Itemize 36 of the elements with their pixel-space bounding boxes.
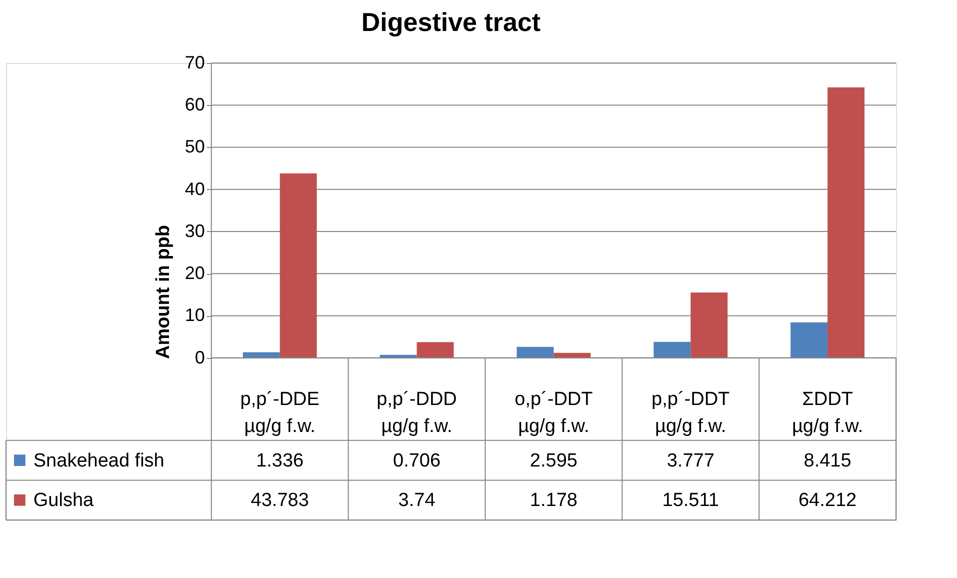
x-tick-label: ΣDDT µg/g f.w.	[792, 389, 864, 438]
bar	[242, 352, 280, 358]
y-tick-label: 60	[184, 94, 205, 115]
x-tick-label: p,p´-DDT µg/g f.w.	[652, 389, 730, 438]
bar	[280, 173, 317, 358]
chart-title: Digestive tract	[361, 7, 541, 37]
y-tick-label: 40	[184, 178, 205, 199]
y-tick-label: 30	[184, 220, 205, 241]
data-label: 2.595	[530, 450, 578, 472]
bar	[554, 352, 591, 358]
y-tick-label: 20	[184, 263, 205, 284]
data-label: 8.415	[804, 450, 852, 472]
bar	[828, 87, 865, 358]
bar	[790, 322, 828, 358]
x-tick-label: p,p´-DDD µg/g f.w.	[376, 389, 457, 438]
y-tick-label: 10	[184, 305, 205, 326]
y-tick-label: 50	[184, 136, 205, 157]
data-label: 64.212	[798, 490, 857, 512]
data-label: 1.178	[530, 490, 578, 512]
y-tick-label: 70	[184, 52, 205, 72]
data-label: 0.706	[392, 450, 441, 472]
x-tick-label: o,p´-DDT µg/g f.w.	[514, 389, 594, 438]
data-label: 15.511	[662, 490, 719, 512]
data-label: 43.783	[250, 490, 309, 512]
bar	[516, 346, 554, 358]
data-label: 3.777	[666, 450, 714, 472]
legend-label: Snakehead fish	[33, 450, 164, 472]
bar	[416, 342, 454, 358]
y-tick-label: 0	[194, 347, 205, 368]
bar	[690, 292, 728, 358]
legend-label: Gulsha	[33, 490, 94, 512]
bar	[654, 342, 691, 358]
y-axis-title: Amount in ppb	[152, 224, 174, 360]
data-label: 1.336	[256, 450, 304, 472]
x-tick-label: p,p´-DDE µg/g f.w.	[240, 389, 320, 438]
data-label: 3.74	[398, 490, 436, 512]
